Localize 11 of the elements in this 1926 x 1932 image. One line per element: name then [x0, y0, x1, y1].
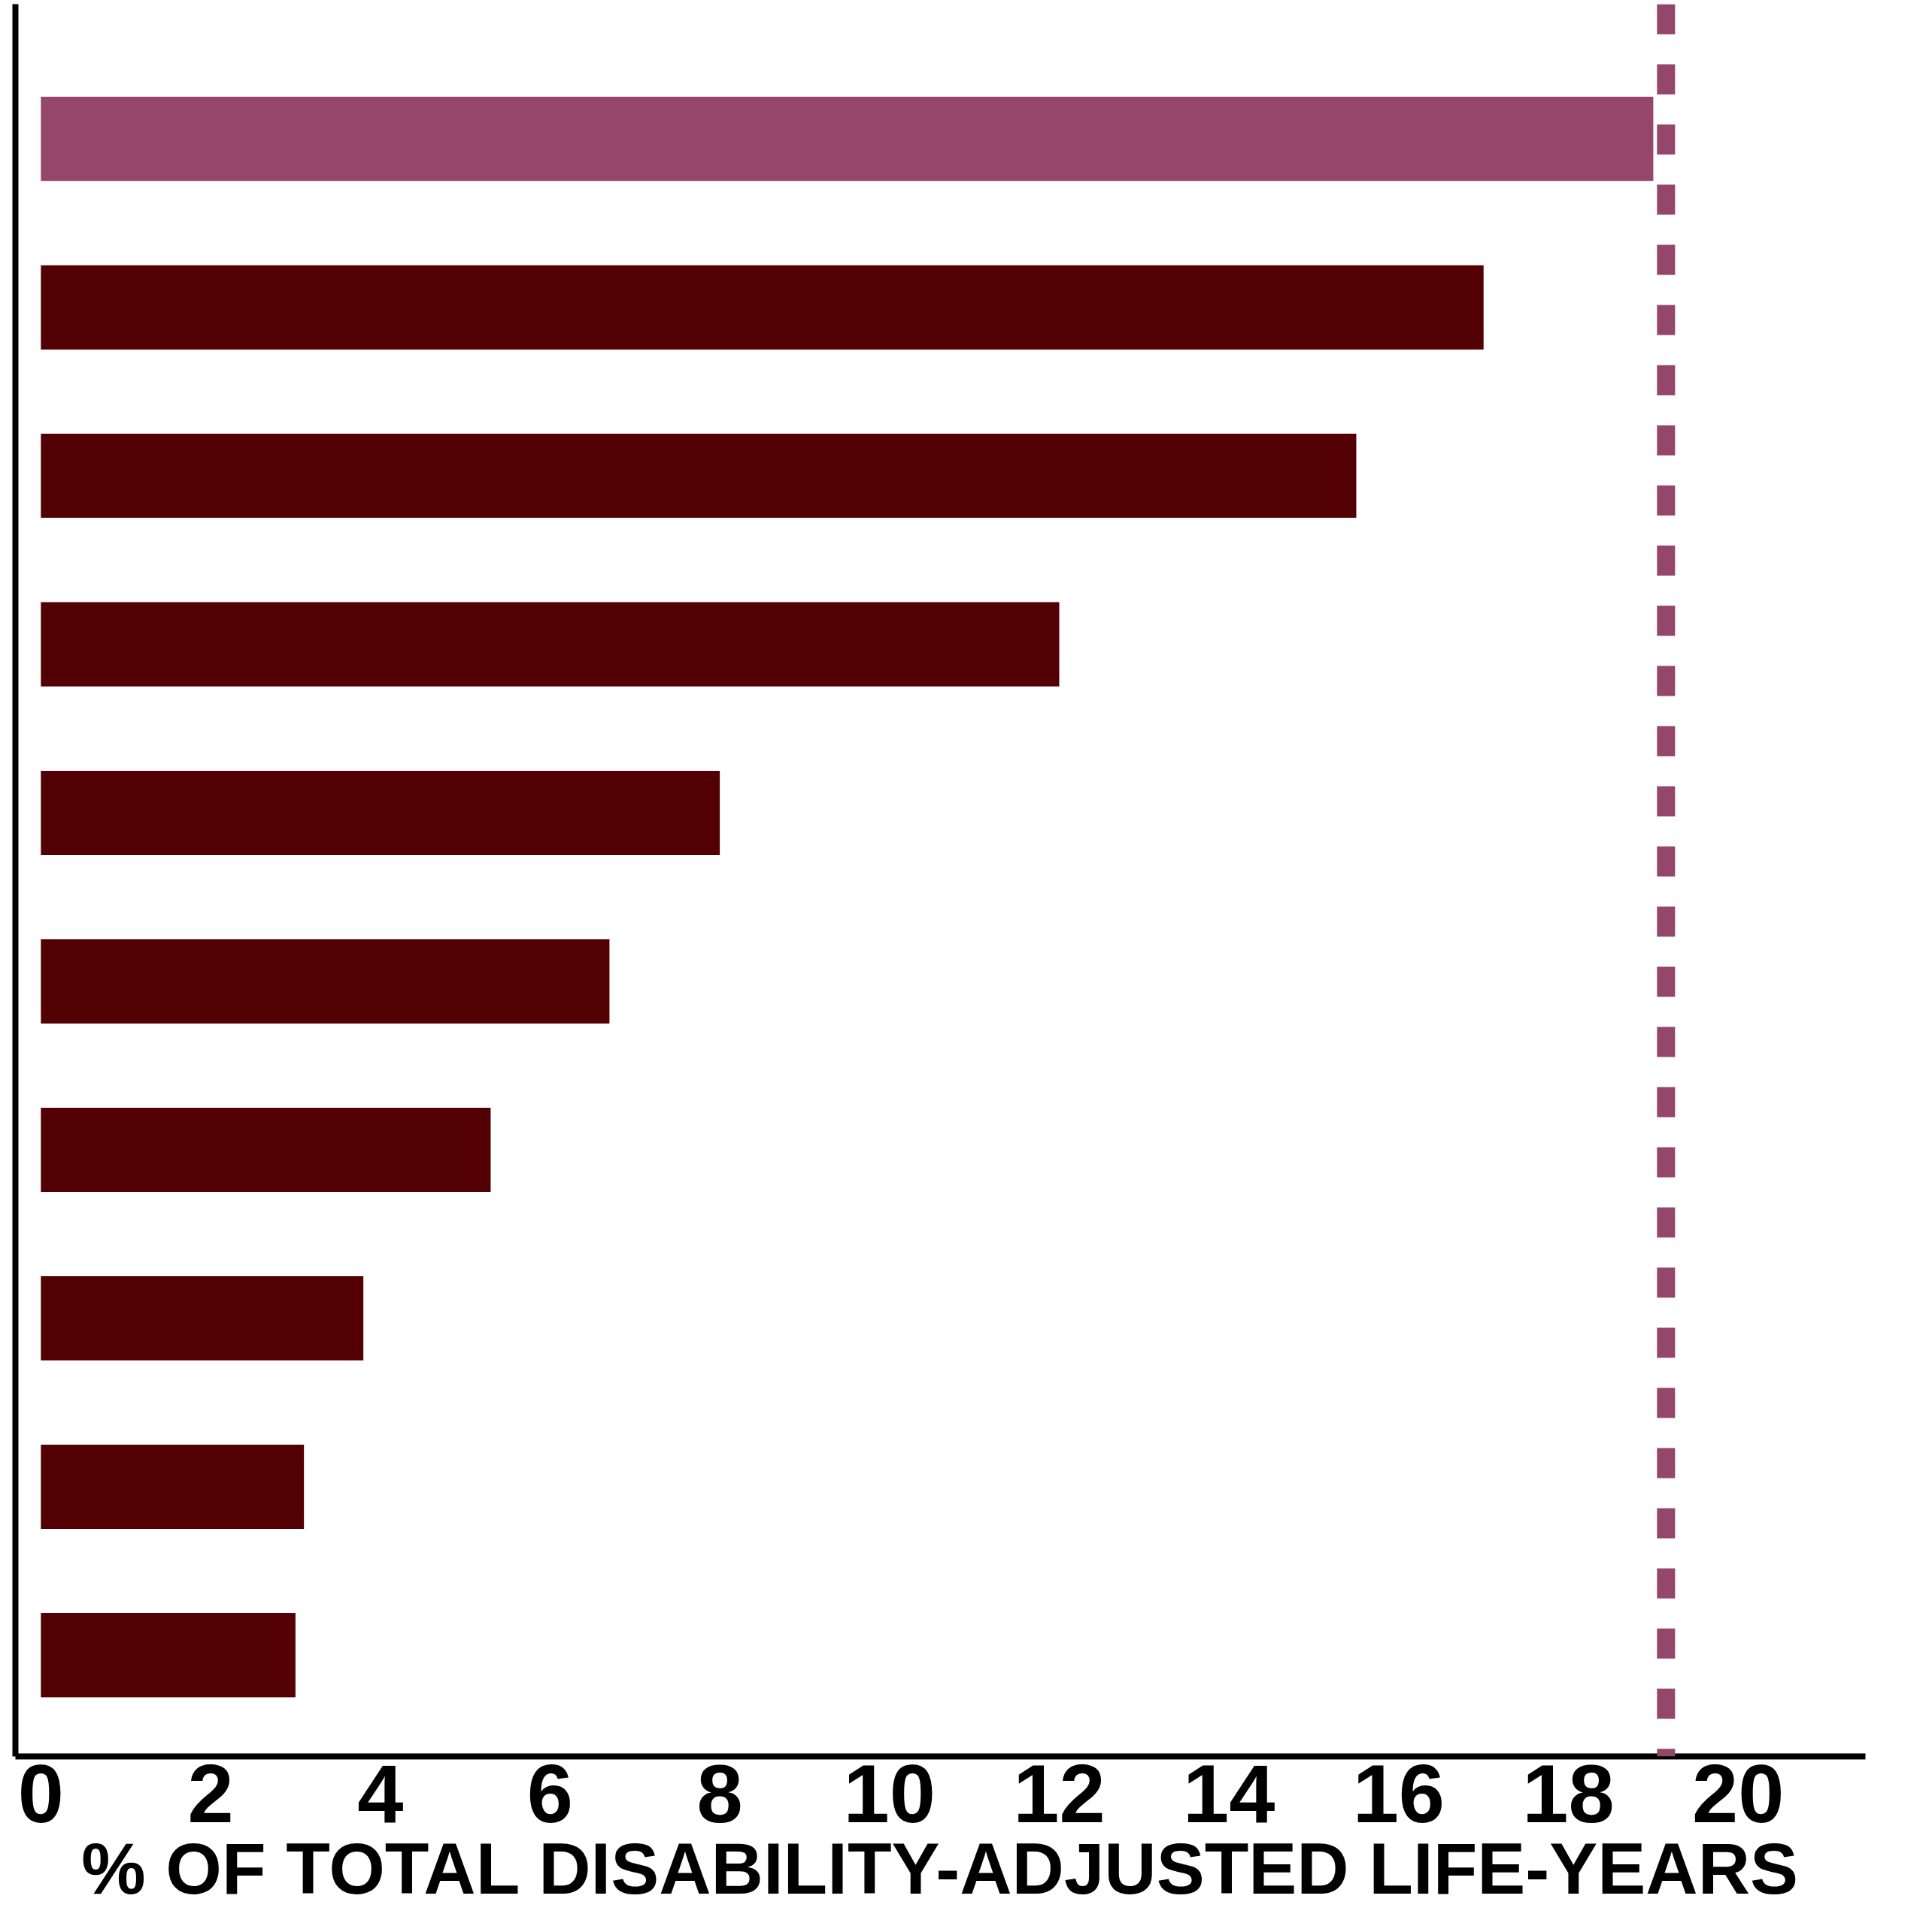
bar: [41, 1445, 305, 1530]
bar: [41, 1613, 296, 1698]
bar: [41, 602, 1060, 687]
bar: [41, 433, 1357, 518]
bar: [41, 265, 1484, 350]
bar: [41, 770, 720, 855]
bar: [41, 939, 610, 1024]
bar: [41, 1107, 491, 1192]
bar: [41, 1275, 364, 1361]
bar: [41, 96, 1654, 181]
x-tick-label: 0: [17, 1746, 64, 1839]
